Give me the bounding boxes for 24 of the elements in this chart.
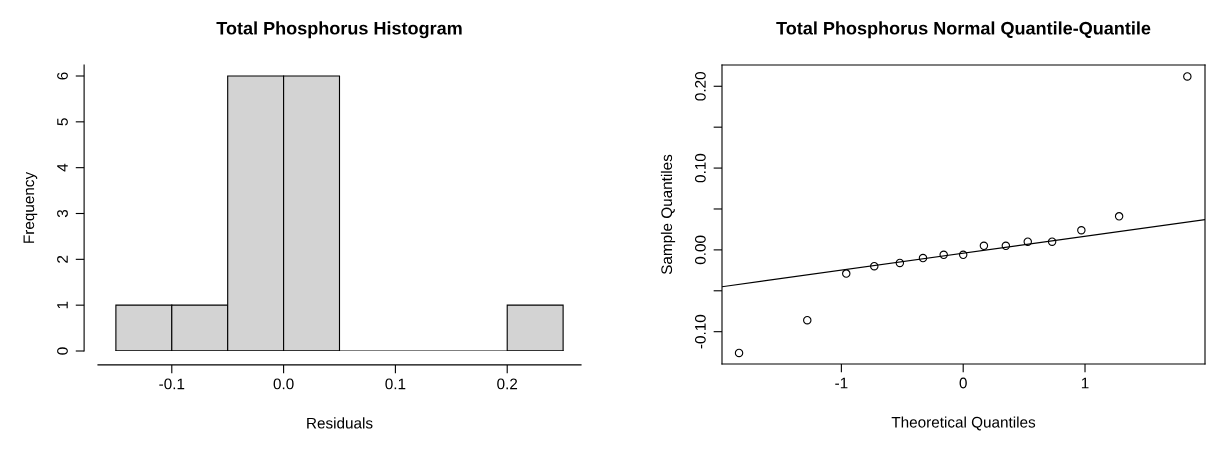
x-axis-title: Theoretical Quantiles	[891, 416, 1036, 431]
y-tick-label: 0.00	[694, 235, 706, 265]
x-tick-label: 0.1	[385, 378, 406, 390]
y-axis-title: Frequency	[23, 171, 38, 243]
x-tick-label: 0	[959, 377, 967, 389]
x-tick-label: 1	[1081, 377, 1089, 389]
y-tick-label: -0.10	[694, 314, 706, 349]
chart-title: Total Phosphorus Normal Quantile-Quantile	[776, 21, 1151, 39]
x-tick-label: -0.1	[159, 378, 185, 390]
x-axis-title: Residuals	[307, 417, 373, 429]
y-tick-label: 0.10	[694, 153, 706, 183]
y-axis-title: Sample Quantiles	[660, 154, 676, 275]
y-tick-label: 6	[57, 72, 68, 80]
x-tick-label: 0.0	[273, 378, 294, 390]
y-tick-label: 0.20	[694, 72, 706, 101]
y-tick-label: 4	[57, 163, 68, 172]
y-tick-label: 2	[57, 255, 68, 263]
chart-title: Total Phosphorus Histogram	[216, 21, 462, 39]
y-tick-label: 3	[57, 209, 68, 218]
x-tick-label: 0.2	[497, 378, 518, 390]
y-tick-label: 5	[57, 118, 68, 126]
y-tick-label: 1	[57, 301, 68, 309]
y-tick-label: 0	[57, 347, 68, 355]
x-tick-label: -1	[835, 377, 848, 389]
